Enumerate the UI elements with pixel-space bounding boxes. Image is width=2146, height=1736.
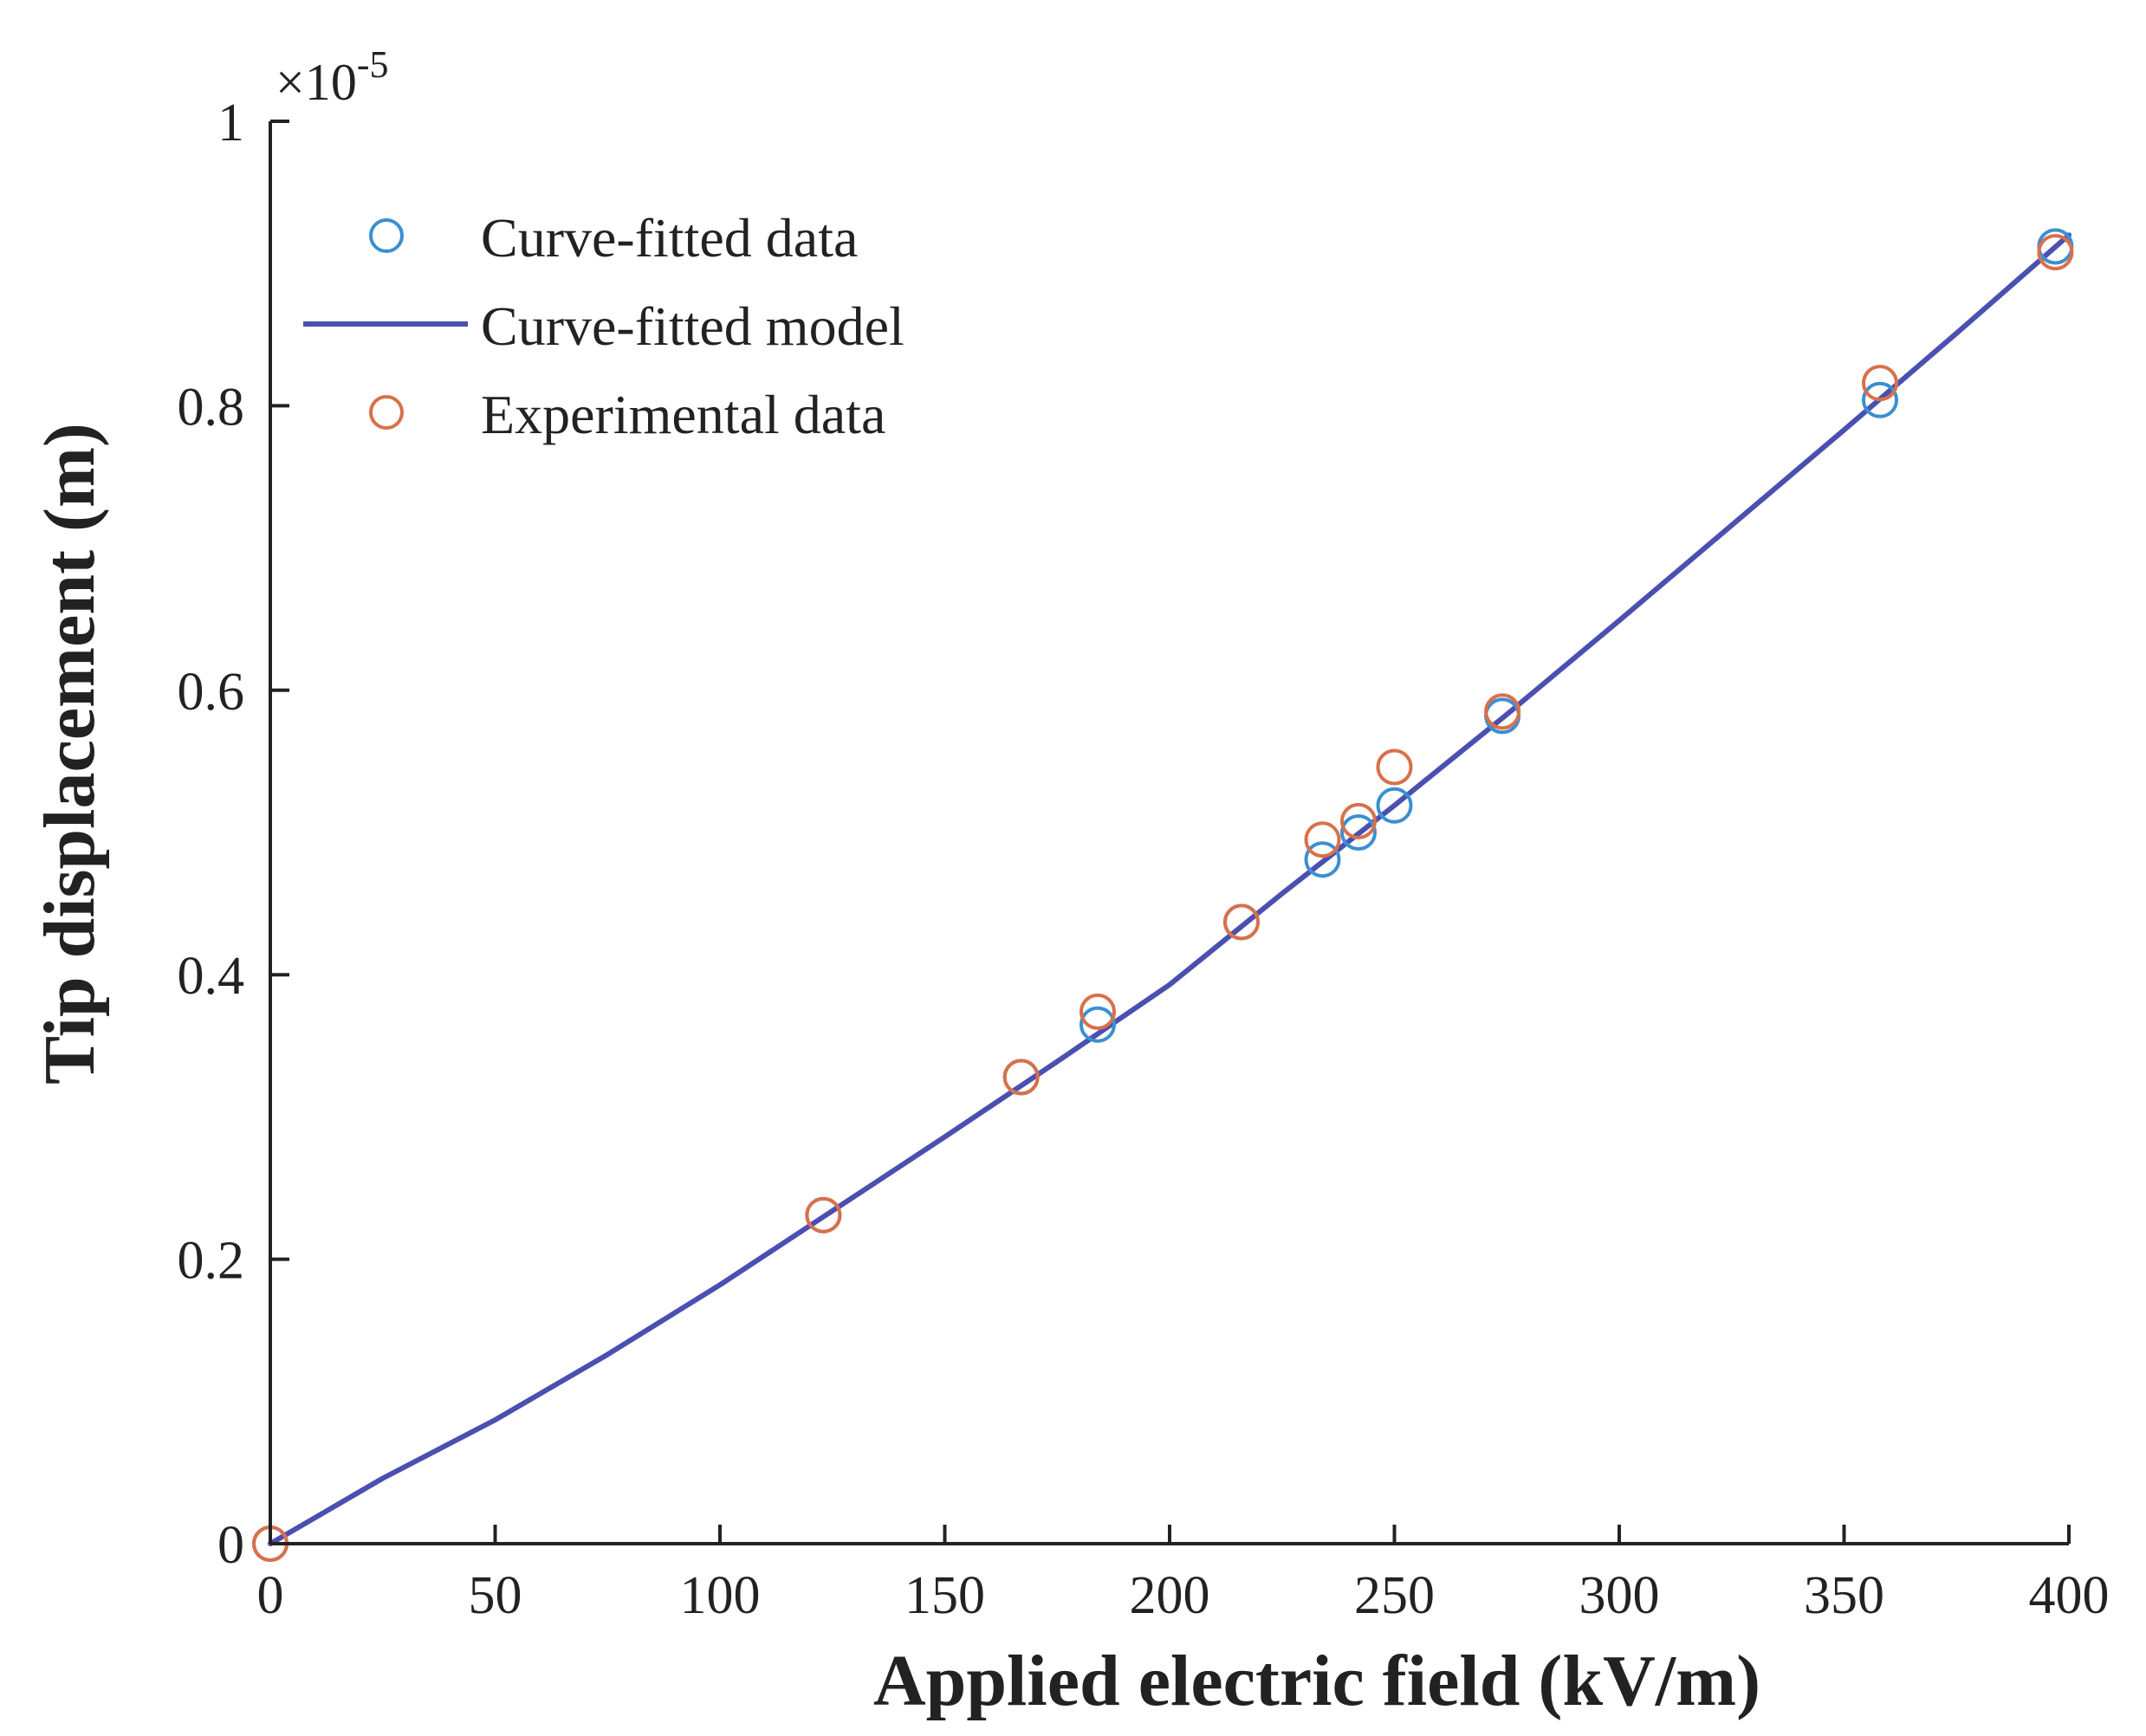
point-experimental-data (805, 1196, 842, 1234)
point-experimental-data (1079, 993, 1116, 1030)
y-tick-label: 0.4 (178, 947, 245, 1006)
point-experimental-data (1862, 365, 1898, 402)
x-axis-label: Applied electric field (kV/m) (873, 1641, 1760, 1721)
y-tick-label: 0 (217, 1516, 244, 1575)
point-curve-fitted-data (1304, 841, 1341, 878)
legend-marker-experimental-data (369, 395, 404, 430)
plot-area (252, 228, 2074, 1562)
x-ticks: 0 50 100 150 200 250 300 350 400 (257, 1525, 2110, 1625)
point-experimental-data (1304, 821, 1341, 858)
legend-label-experimental-data: Experimental data (481, 384, 885, 445)
y-ticks: 0 0.2 0.4 0.6 0.8 1 (178, 94, 289, 1575)
legend: Curve-fitted data Curve-fitted model Exp… (303, 207, 904, 445)
point-experimental-data (1002, 1059, 1040, 1096)
point-curve-fitted-data (1376, 787, 1413, 824)
y-tick-label: 1 (217, 94, 244, 152)
series-line-curve-fitted-model (268, 232, 2071, 1546)
x-tick-label: 400 (2029, 1566, 2110, 1625)
x-tick-label: 150 (904, 1566, 985, 1625)
x-tick-label: 100 (680, 1566, 761, 1625)
point-experimental-data (1376, 748, 1413, 786)
point-experimental-data (2037, 234, 2074, 271)
y-tick-label: 0.8 (178, 378, 245, 437)
point-curve-fitted-data (1862, 381, 1898, 418)
y-tick-label: 0.2 (178, 1232, 245, 1291)
point-experimental-data (1340, 802, 1377, 839)
point-curve-fitted-data (1079, 1006, 1116, 1043)
point-experimental-data (1484, 693, 1521, 730)
x-tick-label: 250 (1354, 1566, 1435, 1625)
x-tick-label: 300 (1579, 1566, 1660, 1625)
y-axis-label: Tip displacement (m) (29, 423, 110, 1085)
x-tick-label: 200 (1130, 1566, 1210, 1625)
y-axis-multiplier: ×10-5 (276, 43, 389, 111)
x-tick-label: 350 (1804, 1566, 1884, 1625)
point-curve-fitted-data (1340, 814, 1377, 851)
x-tick-label: 0 (257, 1566, 284, 1625)
x-tick-label: 50 (469, 1566, 522, 1625)
y-tick-label: 0.6 (178, 663, 245, 722)
point-experimental-data (1223, 904, 1260, 941)
legend-marker-curve-fitted-data (369, 218, 404, 253)
legend-label-curve-fitted-data: Curve-fitted data (481, 207, 858, 269)
legend-label-curve-fitted-model: Curve-fitted model (481, 295, 904, 357)
